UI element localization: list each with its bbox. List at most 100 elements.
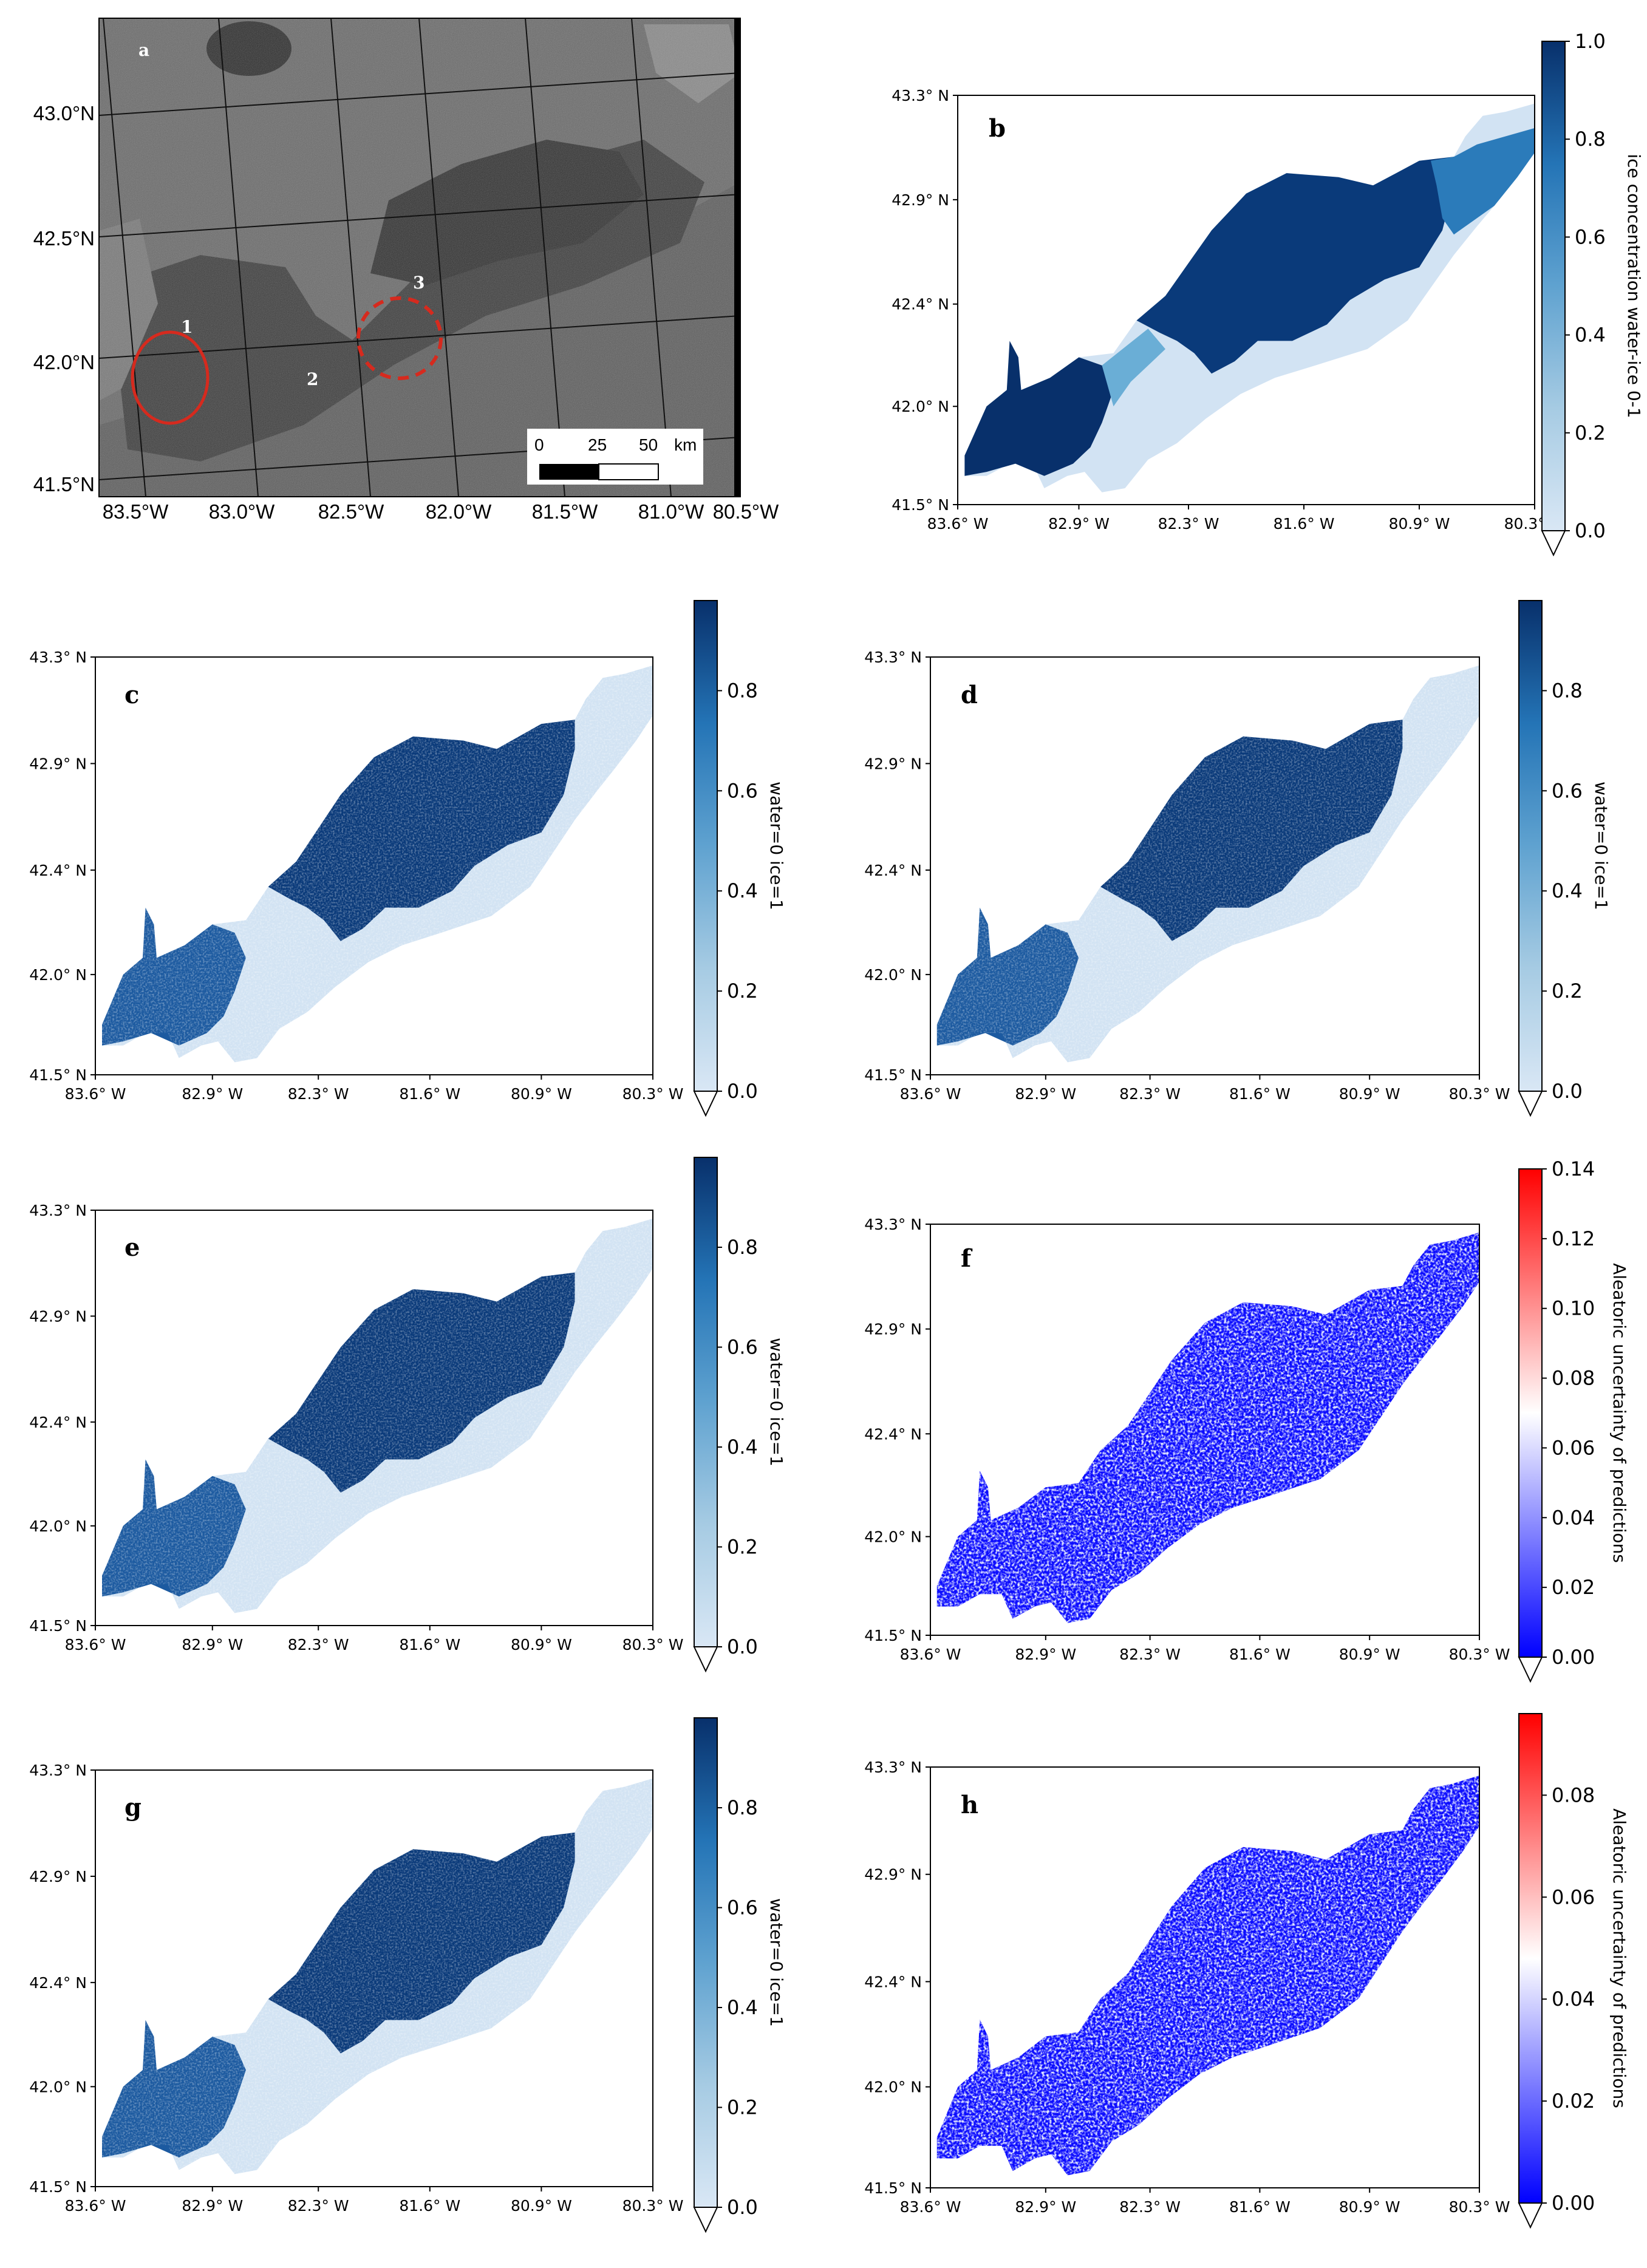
panel-b-cb-tick-0: 0.0 <box>1575 519 1606 542</box>
panel-b-cb-tick-1: 0.2 <box>1575 421 1606 444</box>
a-xtick-4: 81.5°W <box>532 500 598 523</box>
panel-f-cb-tick-4: 0.08 <box>1552 1367 1595 1390</box>
panel-e-cb-tick-2: 0.4 <box>727 1435 758 1459</box>
panel-f-cb-tick-7: 0.14 <box>1552 1157 1595 1180</box>
panel-h-cb-tick-4: 0.08 <box>1552 1783 1595 1807</box>
panel-d-colorbar-gradient <box>1518 600 1543 1092</box>
panel-f-xtick-5: 80.3° W <box>1449 1646 1510 1663</box>
panel-h-colorbar-gradient <box>1518 1713 1543 2204</box>
site-label-1: 1 <box>181 317 193 337</box>
panel-e-ytick-1: 42.9° N <box>29 1307 87 1325</box>
panel-g-xtick-5: 80.3° W <box>622 2197 684 2215</box>
panel-f-ytick-1: 42.9° N <box>864 1321 922 1338</box>
panel-d-xtick-2: 82.3° W <box>1119 1085 1181 1103</box>
panel-g-ytick-1: 42.9° N <box>29 1868 87 1885</box>
panel-h-colorbar-label: Aleatoric uncertainty of predictions <box>1609 1808 1629 2108</box>
scale-unit: km <box>674 435 697 454</box>
panel-h-xtick-2: 82.3° W <box>1119 2198 1181 2216</box>
panel-g-xtick-0: 83.6° W <box>65 2197 126 2215</box>
panel-b-xtick-4: 80.9° W <box>1389 515 1450 533</box>
panel-d-cb-tick-4: 0.8 <box>1552 679 1583 702</box>
panel-c-xtick-1: 82.9° W <box>182 1085 243 1103</box>
panel-h-ytick-2: 42.4° N <box>864 1973 922 1990</box>
a-xtick-3: 82.0°W <box>426 500 492 523</box>
panel-e-xtick-5: 80.3° W <box>622 1636 684 1653</box>
panel-c-cb-tick-4: 0.8 <box>727 679 758 702</box>
panel-f-ytick-0: 43.3° N <box>864 1216 922 1233</box>
panel-g-colorbar: 0.0 0.2 0.4 0.6 0.8 water=0 ice=1 <box>693 1717 786 2233</box>
panel-c-colorbar-label: water=0 ice=1 <box>766 782 786 910</box>
panel-h-xtick-1: 82.9° W <box>1015 2198 1076 2216</box>
panel-f-cb-tick-1: 0.02 <box>1552 1576 1595 1599</box>
panel-c-cb-tick-2: 0.4 <box>727 879 758 902</box>
panel-d-colorbar-label: water=0 ice=1 <box>1591 782 1611 910</box>
panel-g-xtick-1: 82.9° W <box>182 2197 243 2215</box>
panel-c-colorbar: 0.0 0.2 0.4 0.6 0.8 water=0 ice=1 <box>693 600 786 1117</box>
panel-c-ytick-0: 43.3° N <box>29 649 87 666</box>
site-1-circle <box>131 330 210 425</box>
panel-h-letter: h <box>961 1791 978 1819</box>
panel-g-cb-tick-3: 0.6 <box>727 1896 758 1919</box>
sar-image <box>99 18 740 497</box>
panel-e-colorbar-gradient <box>694 1157 718 1647</box>
panel-d-xtick-5: 80.3° W <box>1449 1085 1510 1103</box>
panel-b-ytick-1: 42.9° N <box>892 191 949 209</box>
site-label-3: 3 <box>413 273 425 293</box>
panel-e-cb-tick-3: 0.6 <box>727 1336 758 1359</box>
panel-g-ytick-4: 41.5° N <box>29 2178 87 2196</box>
a-xtick-0: 83.5°W <box>103 500 169 523</box>
panel-f-xtick-3: 81.6° W <box>1229 1646 1291 1663</box>
a-xtick-5: 81.0°W <box>638 500 704 523</box>
panel-d-cb-tick-0: 0.0 <box>1552 1080 1583 1103</box>
panel-f: f 83.6° W 82.9° W 82.3° W 81.6° W 80.9° W 80.3… <box>864 1157 1629 1683</box>
panel-f-ytick-4: 41.5° N <box>864 1627 922 1644</box>
map-panels: b 83.6° W 82.9° W 82.3° W 81.6° W 80.9° W 80.3… <box>29 30 1644 2233</box>
a-ytick-2: 42.0°N <box>33 351 95 373</box>
panel-h-xtick-0: 83.6° W <box>900 2198 961 2216</box>
panel-h-cb-tick-0: 0.00 <box>1552 2191 1595 2215</box>
panel-g-cb-tick-1: 0.2 <box>727 2096 758 2119</box>
panel-b-colorbar-label: ice concentration water-ice 0-1 <box>1624 154 1644 418</box>
panel-f-cb-tick-3: 0.06 <box>1552 1436 1595 1459</box>
panel-e-xtick-3: 81.6° W <box>399 1636 460 1653</box>
panel-a-letter: a <box>138 40 149 60</box>
panel-e-colorbar-extend <box>693 1646 718 1673</box>
panel-b-colorbar-extend <box>1541 530 1566 557</box>
scale-tick-25: 25 <box>588 435 607 454</box>
panel-e-xtick-2: 82.3° W <box>288 1636 349 1653</box>
panel-c-ytick-2: 42.4° N <box>29 862 87 879</box>
a-xtick-2: 82.5°W <box>318 500 384 523</box>
panel-c: c 83.6° W 82.9° W 82.3° W 81.6° W 80.9° W 80.3… <box>29 600 786 1117</box>
panel-f-colorbar-label: Aleatoric uncertainty of predictions <box>1609 1263 1629 1563</box>
panel-g-xtick-2: 82.3° W <box>288 2197 349 2215</box>
panel-f-colorbar: 0.00 0.02 0.04 0.06 0.08 0.10 0.12 0.14 Aleatori… <box>1518 1157 1629 1683</box>
panel-h-colorbar-extend <box>1518 2202 1543 2229</box>
panel-g-colorbar-extend <box>693 2207 718 2233</box>
panel-d-xtick-1: 82.9° W <box>1015 1085 1076 1103</box>
panel-h: h 83.6° W 82.9° W 82.3° W 81.6° W 80.9° W 80.3… <box>864 1713 1629 2229</box>
panel-e-cb-tick-1: 0.2 <box>727 1536 758 1559</box>
panel-h-ytick-4: 41.5° N <box>864 2179 922 2197</box>
panel-c-ytick-3: 42.0° N <box>29 966 87 984</box>
panel-b-cb-tick-4: 0.8 <box>1575 128 1606 151</box>
panel-b-ice-strip <box>1431 128 1535 235</box>
panel-b-letter: b <box>989 114 1006 143</box>
panel-e-letter: e <box>124 1233 140 1262</box>
panel-f-xtick-4: 80.9° W <box>1339 1646 1400 1663</box>
panel-g-ytick-3: 42.0° N <box>29 2078 87 2096</box>
panel-d-ytick-2: 42.4° N <box>864 862 922 879</box>
panel-g-colorbar-label: water=0 ice=1 <box>766 1898 786 2027</box>
panel-e-ytick-2: 42.4° N <box>29 1414 87 1431</box>
panel-b-xtick-2: 82.3° W <box>1158 515 1219 533</box>
panel-c-ytick-4: 41.5° N <box>29 1066 87 1084</box>
panel-e-ytick-4: 41.5° N <box>29 1617 87 1635</box>
panel-g-cb-tick-2: 0.4 <box>727 1996 758 2019</box>
panel-b-cb-tick-5: 1.0 <box>1575 30 1606 53</box>
panel-h-cb-tick-3: 0.06 <box>1552 1885 1595 1909</box>
panel-d-cb-tick-1: 0.2 <box>1552 979 1583 1003</box>
panel-g-xtick-4: 80.9° W <box>511 2197 572 2215</box>
panel-b-cb-tick-3: 0.6 <box>1575 225 1606 248</box>
panel-c-xtick-4: 80.9° W <box>511 1085 572 1103</box>
panel-c-xtick-5: 80.3° W <box>622 1085 684 1103</box>
panel-b-ytick-3: 42.0° N <box>892 398 949 415</box>
